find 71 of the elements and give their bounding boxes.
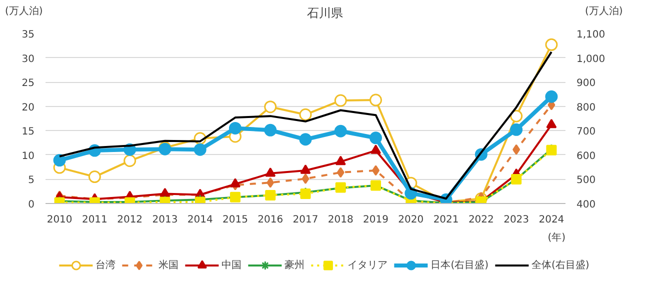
y2-tick-label: 1,000 — [576, 54, 606, 65]
point — [160, 188, 170, 198]
y-axis-title: (万人泊) — [5, 5, 43, 19]
chart-title: 石川県 — [307, 5, 343, 22]
y2-tick-label: 600 — [576, 150, 596, 162]
y2-tick-label: 500 — [576, 175, 596, 186]
point — [370, 144, 382, 154]
y-tick-label: 30 — [22, 54, 35, 65]
x-tick-label: 2015 — [222, 214, 248, 226]
point — [510, 110, 523, 122]
point — [510, 123, 523, 136]
y-tick-label: 25 — [22, 78, 35, 90]
legend-label: 台湾 — [96, 258, 116, 272]
point — [545, 38, 558, 51]
x-tick-label: 2021 — [433, 214, 459, 226]
point — [335, 156, 346, 166]
y2-tick-label: 1,100 — [576, 30, 606, 40]
y-tick-label: 20 — [22, 102, 35, 114]
x-tick-label: 2022 — [468, 214, 494, 226]
point — [336, 167, 344, 178]
point — [264, 124, 277, 136]
y2-axis-title: (万人泊) — [585, 5, 623, 19]
point — [372, 165, 380, 176]
point — [266, 177, 274, 188]
point — [53, 154, 66, 167]
x-tick-label: 2016 — [258, 214, 284, 226]
y-tick-label: 10 — [22, 150, 35, 162]
x-tick-label: 2011 — [82, 214, 108, 226]
point — [88, 170, 101, 184]
point — [299, 108, 312, 121]
x-tick-label: 2020 — [398, 214, 424, 226]
x-tick-label: 2019 — [363, 214, 388, 226]
x-tick-label: 2014 — [187, 214, 213, 226]
y-tick-label: 35 — [22, 30, 35, 40]
x-tick-label: 2018 — [328, 214, 354, 226]
point — [265, 167, 276, 177]
x-tick-label: 2012 — [117, 214, 143, 226]
point — [334, 124, 347, 138]
x-tick-label: 2010 — [46, 214, 72, 226]
y2-tick-label: 900 — [576, 78, 596, 90]
x-axis-title: (年) — [548, 232, 566, 244]
point — [370, 94, 382, 106]
y2-tick-label: 800 — [576, 102, 596, 114]
point — [300, 164, 311, 174]
legend-label: 豪州 — [284, 258, 305, 272]
legend-label: 中国 — [222, 258, 242, 272]
y2-tick-label: 400 — [576, 200, 596, 210]
point — [228, 122, 242, 134]
legend-label: イタリア — [348, 259, 388, 272]
point — [299, 133, 312, 146]
point — [370, 132, 382, 144]
point — [264, 100, 277, 114]
legend-label: 日本(右目盛) — [430, 258, 488, 272]
point — [230, 178, 240, 188]
x-tick-label: 2024 — [538, 214, 564, 226]
y2-tick-label: 700 — [576, 126, 596, 138]
point — [512, 144, 520, 155]
x-tick-label: 2013 — [152, 214, 178, 226]
y-tick-label: 5 — [28, 175, 35, 186]
legend-label: 全体(右目盛) — [532, 258, 590, 272]
point — [124, 154, 136, 167]
y-tick-label: 0 — [28, 200, 35, 210]
x-tick-label: 2017 — [292, 214, 318, 226]
x-tick-label: 2023 — [504, 214, 530, 226]
legend-label: 米国 — [158, 258, 179, 272]
point — [546, 118, 557, 128]
y-tick-label: 15 — [22, 126, 35, 138]
point — [194, 143, 206, 156]
point — [302, 173, 310, 184]
point — [545, 90, 558, 103]
point — [334, 94, 347, 107]
